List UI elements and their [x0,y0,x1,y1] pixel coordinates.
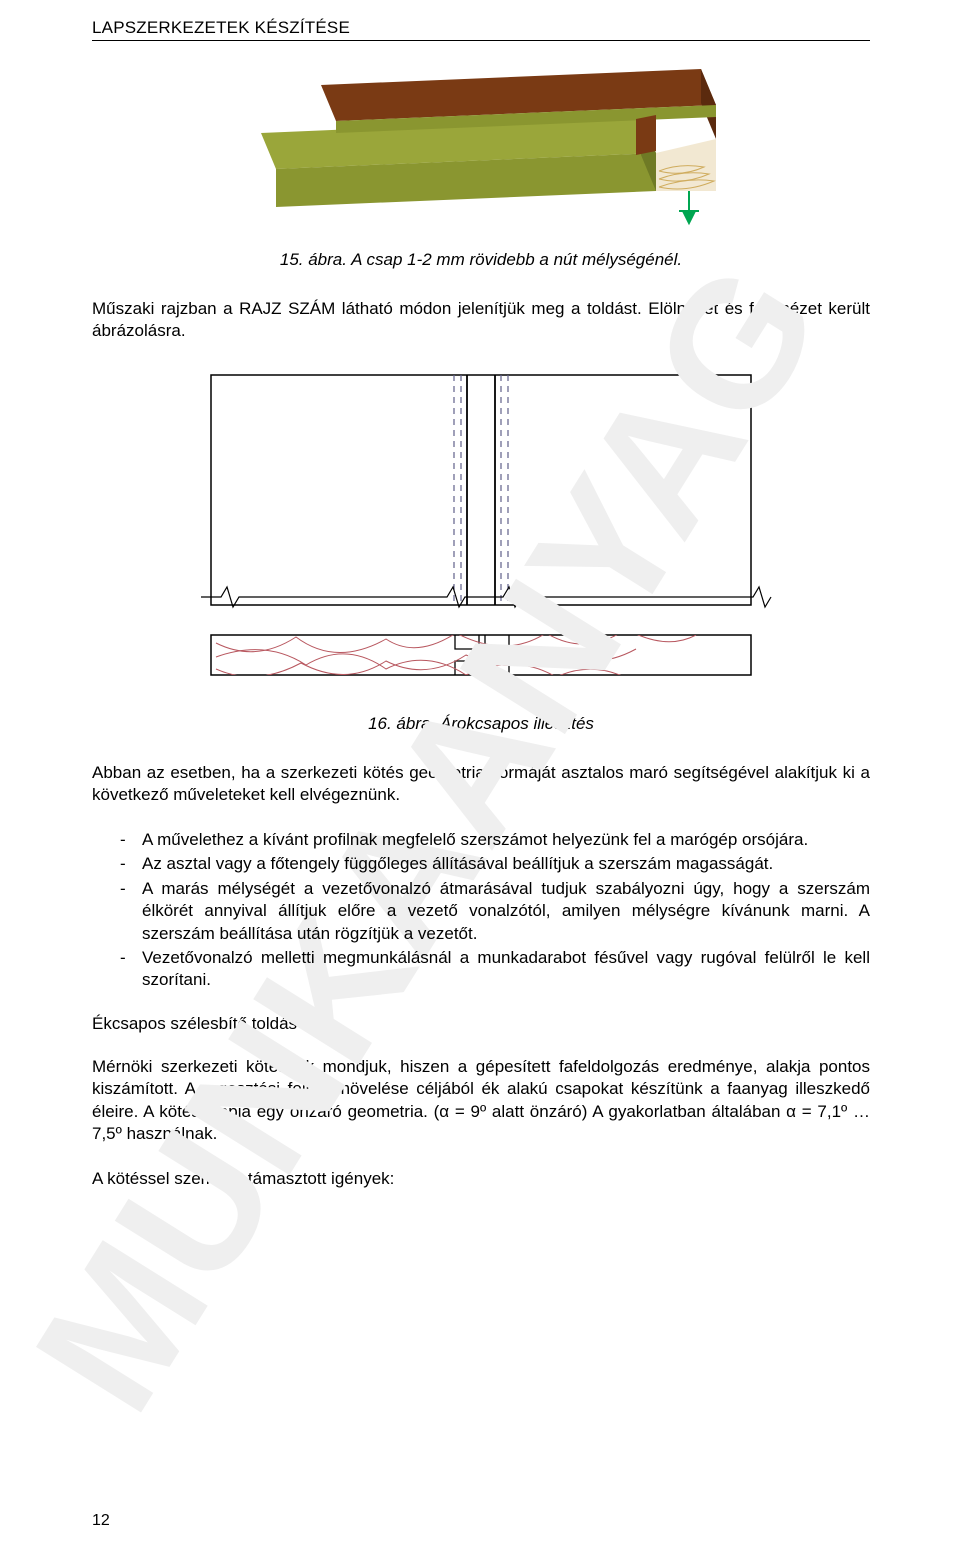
paragraph-3: Mérnöki szerkezeti kötésnek mondjuk, his… [92,1056,870,1146]
bullet-3: A marás mélységét a vezetővonalzó átmará… [120,878,870,945]
header-title: LAPSZERKEZETEK KÉSZÍTÉSE [92,18,870,38]
bullet-1: A művelethez a kívánt profilnak megfelel… [120,829,870,851]
bullet-4: Vezetővonalzó melletti megmunkálásnál a … [120,947,870,992]
paragraph-1: Műszaki rajzban a RAJZ SZÁM látható módo… [92,298,870,343]
figure-15-caption: 15. ábra. A csap 1-2 mm rövidebb a nút m… [92,250,870,270]
page-number: 12 [92,1512,110,1530]
figure-15-svg [241,61,721,231]
subheading: Ékcsapos szélesbítő toldás [92,1014,870,1034]
page: MUNKAANYAG LAPSZERKEZETEK KÉSZÍTÉSE [0,0,960,1554]
figure-16 [92,365,870,700]
header-bar: LAPSZERKEZETEK KÉSZÍTÉSE [92,0,870,41]
figure-15 [92,61,870,236]
paragraph-4: A kötéssel szemben támasztott igények: [92,1168,870,1190]
bullet-2: Az asztal vagy a főtengely függőleges ál… [120,853,870,875]
bullet-list: A művelethez a kívánt profilnak megfelel… [92,829,870,992]
paragraph-2: Abban az esetben, ha a szerkezeti kötés … [92,762,870,807]
figure-16-caption: 16. ábra. Árokcsapos illesztés [92,714,870,734]
figure-16-svg [171,365,791,695]
